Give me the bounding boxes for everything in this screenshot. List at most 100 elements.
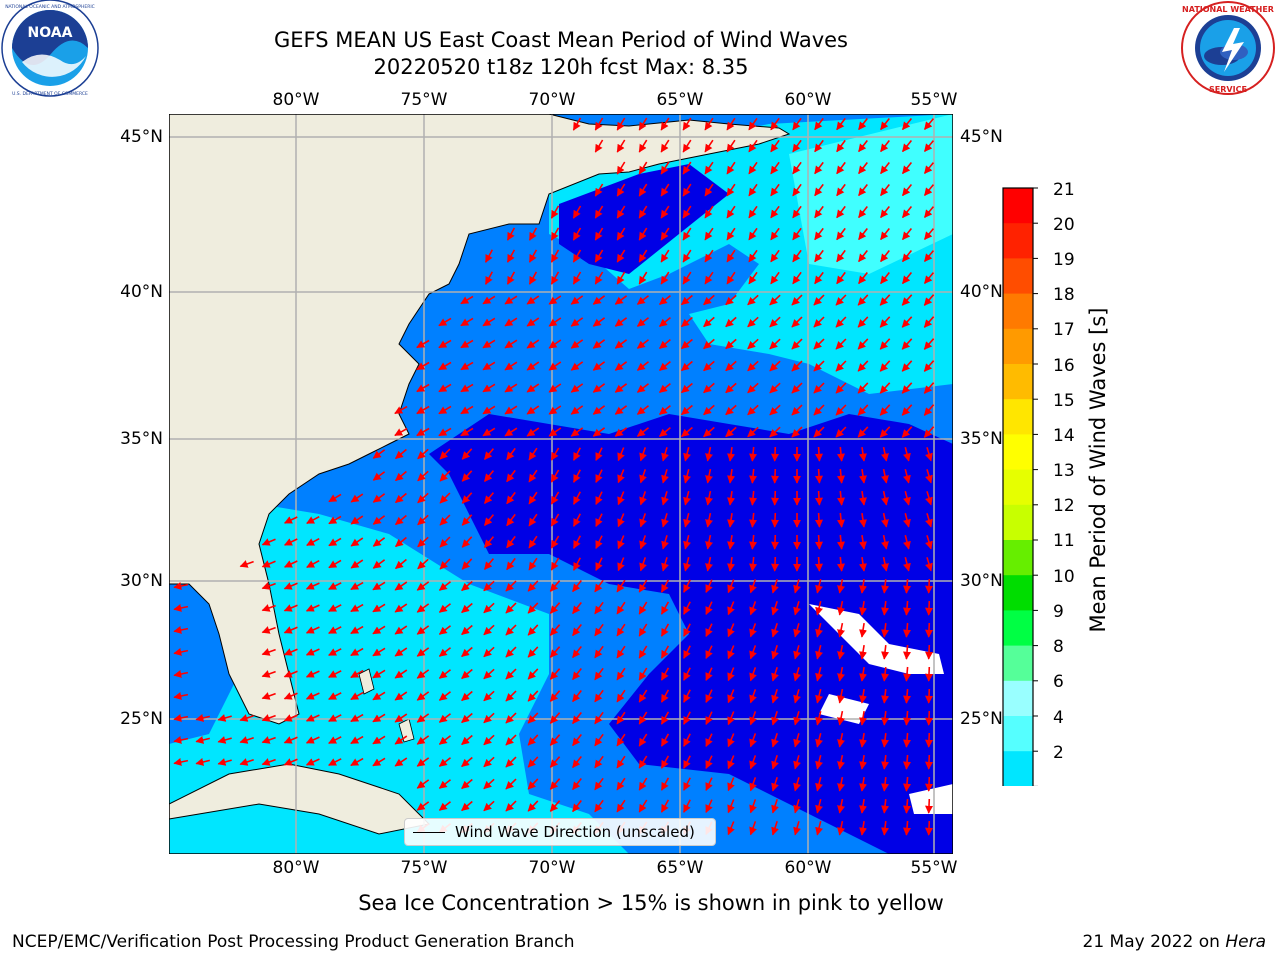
wave-direction-arrow: [417, 514, 429, 526]
wave-direction-arrow: [328, 515, 342, 525]
wave-direction-arrow: [306, 559, 320, 569]
wave-direction-arrow: [528, 469, 538, 483]
wave-direction-arrow: [881, 711, 890, 726]
wave-direction-arrow: [836, 249, 846, 263]
wave-direction-arrow: [572, 580, 582, 593]
wave-direction-arrow: [305, 626, 320, 634]
wave-direction-arrow: [923, 250, 935, 263]
wave-direction-arrow: [925, 557, 933, 572]
wave-direction-arrow: [747, 426, 759, 438]
wave-direction-arrow: [416, 405, 430, 415]
wave-direction-arrow: [749, 667, 757, 682]
wave-direction-arrow: [859, 798, 867, 814]
wave-direction-arrow: [548, 427, 562, 437]
wave-direction-arrow: [572, 602, 582, 615]
wave-direction-arrow: [570, 361, 584, 371]
wave-direction-arrow: [859, 534, 867, 550]
wave-direction-arrow: [416, 691, 430, 701]
wave-direction-arrow: [658, 382, 671, 394]
wave-direction-arrow: [594, 777, 604, 791]
wave-direction-arrow: [749, 623, 757, 638]
wave-direction-arrow: [925, 491, 933, 506]
colorbar-segment: [1003, 223, 1033, 259]
wave-direction-arrow: [460, 427, 474, 437]
wave-direction-arrow: [394, 405, 408, 415]
wave-direction-arrow: [636, 383, 649, 393]
wave-direction-arrow: [416, 647, 430, 657]
wave-direction-arrow: [683, 557, 691, 572]
wave-direction-arrow: [572, 712, 582, 725]
wave-direction-arrow: [417, 470, 429, 482]
wave-direction-arrow: [683, 601, 691, 615]
wave-direction-arrow: [835, 426, 847, 438]
wave-direction-arrow: [283, 560, 298, 568]
wave-direction-arrow: [528, 227, 538, 241]
wave-direction-arrow: [836, 227, 846, 241]
wave-direction-arrow: [660, 711, 670, 725]
wave-direction-arrow: [572, 734, 582, 747]
wave-direction-arrow: [837, 622, 845, 638]
wave-direction-arrow: [617, 469, 625, 484]
wave-direction-arrow: [793, 733, 801, 748]
wave-direction-arrow: [879, 426, 891, 438]
wave-direction-arrow: [703, 404, 715, 416]
wave-direction-arrow: [727, 733, 735, 748]
wave-direction-arrow: [261, 538, 276, 546]
wave-direction-arrow: [572, 249, 582, 263]
wave-direction-arrow: [705, 490, 713, 506]
wave-direction-arrow: [350, 691, 364, 701]
wave-direction-arrow: [682, 249, 692, 263]
wave-direction-arrow: [261, 692, 276, 700]
wave-direction-arrow: [416, 581, 430, 591]
wave-direction-arrow: [748, 249, 758, 263]
wave-direction-arrow: [857, 360, 869, 372]
wave-direction-arrow: [638, 579, 648, 593]
wave-direction-arrow: [616, 667, 626, 681]
wave-direction-arrow: [638, 667, 648, 681]
wave-direction-arrow: [616, 139, 626, 153]
wave-direction-arrow: [504, 383, 518, 393]
wave-direction-arrow: [792, 139, 802, 153]
wave-direction-arrow: [504, 295, 518, 305]
wave-direction-arrow: [594, 733, 604, 747]
wave-direction-arrow: [814, 446, 823, 462]
wave-direction-arrow: [483, 536, 495, 549]
wave-direction-arrow: [595, 469, 603, 484]
wave-direction-arrow: [439, 514, 451, 526]
wave-direction-arrow: [594, 249, 604, 263]
wave-direction-arrow: [704, 205, 714, 219]
wave-direction-arrow: [614, 295, 628, 305]
wave-direction-arrow: [438, 405, 452, 415]
wave-direction-arrow: [682, 205, 692, 219]
wave-direction-arrow: [793, 689, 801, 704]
wave-direction-arrow: [528, 447, 538, 461]
wave-direction-arrow: [726, 161, 736, 175]
wave-direction-arrow: [683, 623, 691, 637]
wave-direction-arrow: [770, 227, 780, 241]
wave-direction-arrow: [814, 512, 823, 528]
wave-direction-arrow: [771, 601, 779, 616]
wave-direction-arrow: [527, 756, 539, 768]
wave-direction-arrow: [438, 713, 451, 723]
wave-direction-arrow: [814, 139, 824, 153]
wave-direction-arrow: [616, 601, 626, 615]
wave-direction-arrow: [660, 601, 670, 615]
wave-direction-arrow: [901, 404, 913, 416]
wave-direction-arrow: [483, 646, 495, 658]
wave-direction-arrow: [881, 512, 889, 528]
colorbar-segment: [1003, 258, 1033, 295]
wave-direction-arrow: [837, 710, 845, 726]
wave-direction-arrow: [769, 338, 781, 350]
no-data-patch: [819, 694, 869, 724]
lon-label-bottom: 55°W: [910, 858, 958, 878]
wave-direction-arrow: [328, 626, 342, 634]
wave-direction-arrow: [815, 579, 823, 594]
wave-direction-arrow: [925, 513, 933, 528]
wave-direction-arrow: [439, 448, 451, 460]
wave-direction-arrow: [771, 579, 779, 594]
wave-direction-arrow: [749, 821, 757, 836]
wave-direction-arrow: [792, 161, 802, 175]
wave-direction-arrow: [614, 405, 628, 415]
wave-direction-arrow: [572, 668, 582, 681]
wave-direction-arrow: [747, 382, 759, 394]
